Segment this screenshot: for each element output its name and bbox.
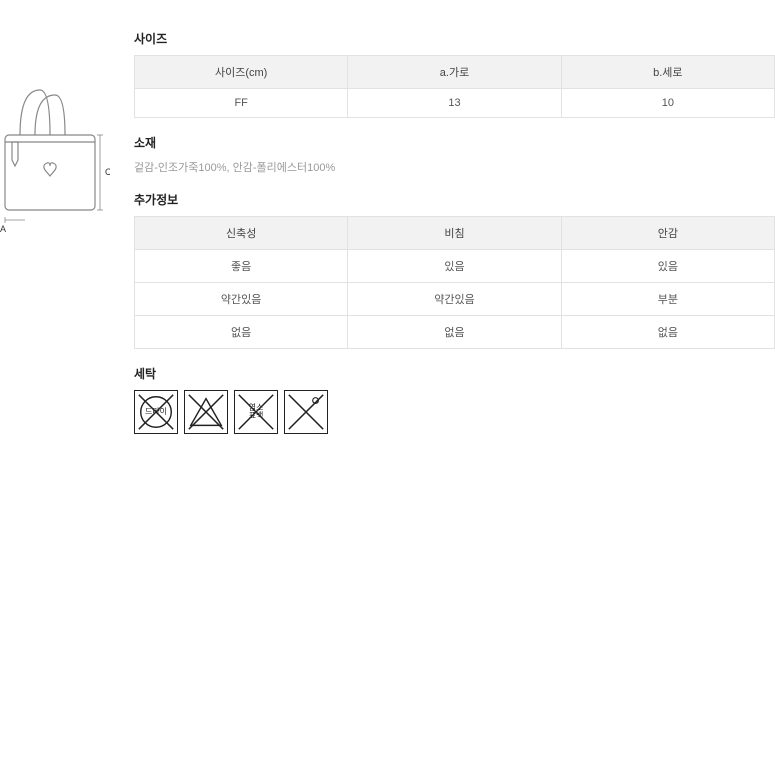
material-section: 소재 겉감-인조가죽100%, 안감-폴리에스터100%	[134, 134, 775, 175]
extra-title: 추가정보	[134, 191, 775, 208]
table-cell: 없음	[135, 316, 348, 349]
material-text: 겉감-인조가죽100%, 안감-폴리에스터100%	[134, 159, 775, 175]
product-diagram: C A	[0, 30, 110, 450]
table-cell: 좋음	[135, 250, 348, 283]
wash-care-icon: 염소표백	[234, 390, 278, 434]
wash-icons: 드라이 염소표백	[134, 390, 775, 434]
bag-outline: C A	[0, 80, 110, 260]
table-header: 안감	[561, 217, 774, 250]
extra-table: 신축성비침안감 좋음있음있음약간있음약간있음부분없음없음없음	[134, 216, 775, 349]
wash-title: 세탁	[134, 365, 775, 382]
wash-care-icon: 드라이	[134, 390, 178, 434]
size-section: 사이즈 사이즈(cm)a.가로b.세로 FF1310	[134, 30, 775, 118]
table-row: 좋음있음있음	[135, 250, 775, 283]
material-title: 소재	[134, 134, 775, 151]
table-header: b.세로	[561, 56, 774, 89]
size-title: 사이즈	[134, 30, 775, 47]
table-cell: 약간있음	[348, 283, 561, 316]
table-header: 신축성	[135, 217, 348, 250]
table-cell: FF	[135, 89, 348, 118]
dim-label-c: C	[105, 167, 110, 177]
table-cell: 없음	[348, 316, 561, 349]
table-cell: 있음	[561, 250, 774, 283]
table-header: a.가로	[348, 56, 561, 89]
wash-care-icon	[184, 390, 228, 434]
wash-care-icon	[284, 390, 328, 434]
wash-section: 세탁 드라이 염소표백	[134, 365, 775, 434]
table-cell: 없음	[561, 316, 774, 349]
table-cell: 약간있음	[135, 283, 348, 316]
extra-section: 추가정보 신축성비침안감 좋음있음있음약간있음약간있음부분없음없음없음	[134, 191, 775, 349]
table-cell: 10	[561, 89, 774, 118]
table-cell: 부분	[561, 283, 774, 316]
table-row: 없음없음없음	[135, 316, 775, 349]
size-table: 사이즈(cm)a.가로b.세로 FF1310	[134, 55, 775, 118]
table-cell: 있음	[348, 250, 561, 283]
table-header: 비침	[348, 217, 561, 250]
table-cell: 13	[348, 89, 561, 118]
table-header: 사이즈(cm)	[135, 56, 348, 89]
dim-label-a: A	[0, 224, 6, 234]
table-row: 약간있음약간있음부분	[135, 283, 775, 316]
